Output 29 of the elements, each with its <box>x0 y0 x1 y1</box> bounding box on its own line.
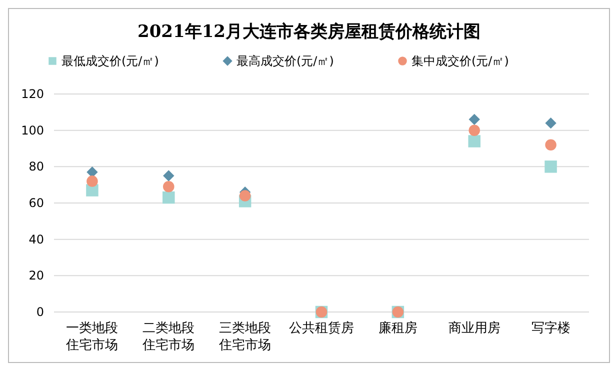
y-tick-label: 0 <box>36 305 44 319</box>
legend-label: 集中成交价(元/㎡) <box>412 54 509 68</box>
x-tick-label: 公共租赁房 <box>289 320 354 336</box>
y-tick-label: 20 <box>28 268 44 283</box>
point <box>468 124 480 136</box>
x-tick-label: 写字楼 <box>531 320 570 336</box>
point <box>86 176 98 187</box>
x-tick-label: 二类地段住宅市场 <box>142 321 195 353</box>
point <box>468 135 480 148</box>
point <box>544 160 557 173</box>
legend-label: 最低成交价(元/㎡) <box>62 54 159 68</box>
chart-title: 2021年12月大连市各类房屋租赁价格统计图 <box>138 22 480 42</box>
x-tick-label: 廉租房 <box>378 320 418 336</box>
point <box>162 191 175 204</box>
x-tick-label: 商业用房 <box>448 320 500 336</box>
point <box>239 190 251 202</box>
y-tick-label: 80 <box>28 160 44 174</box>
point <box>163 181 174 192</box>
y-tick-label: 40 <box>28 232 44 246</box>
point <box>545 117 556 129</box>
point <box>545 139 556 150</box>
x-tick-label: 三类地段住宅市场 <box>218 321 272 353</box>
y-tick-label: 60 <box>28 196 44 210</box>
point <box>468 114 480 126</box>
y-tick-label: 120 <box>21 87 44 101</box>
y-tick-label: 100 <box>21 123 44 138</box>
point <box>163 170 174 182</box>
x-tick-label: 一类地段住宅市场 <box>65 321 118 353</box>
legend-label: 最高成交价(元/㎡) <box>236 54 334 68</box>
